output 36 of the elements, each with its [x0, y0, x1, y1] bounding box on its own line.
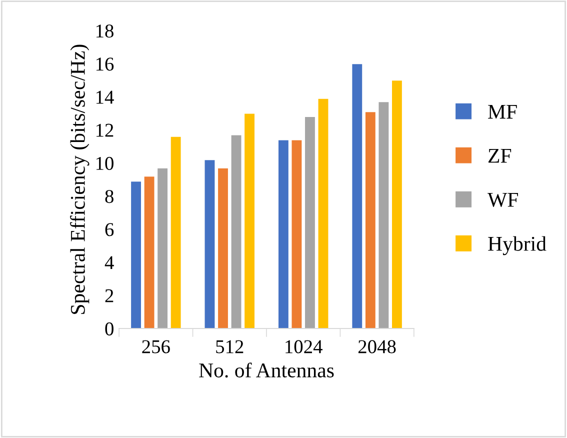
legend-label: MF — [488, 104, 517, 119]
y-tick-label: 16 — [96, 58, 114, 71]
bar — [217, 168, 229, 328]
bar — [204, 159, 216, 328]
bar — [230, 134, 242, 328]
legend-label: WF — [488, 192, 518, 207]
y-tick-label: 6 — [105, 223, 114, 236]
y-tick-label: 4 — [104, 256, 114, 270]
bar — [304, 116, 316, 328]
bar — [351, 63, 363, 328]
x-tick-label: 1024 — [286, 340, 322, 354]
bar — [391, 80, 403, 328]
bar — [156, 168, 168, 328]
y-axis-title: Spectral Efficiency (bits/sec/Hz) — [70, 44, 90, 314]
x-tick-label: 512 — [216, 340, 244, 354]
y-tick-label: 14 — [96, 90, 114, 104]
bar — [291, 140, 302, 328]
x-tick-label: 256 — [142, 340, 170, 354]
y-tick-label: 12 — [96, 124, 114, 137]
legend-label: ZF — [488, 148, 512, 163]
x-tick-label: 2048 — [358, 340, 396, 354]
bar — [278, 140, 290, 328]
bar — [364, 111, 376, 328]
bar — [130, 180, 142, 328]
bar — [144, 176, 155, 328]
bar — [318, 98, 329, 328]
y-tick-label: 2 — [105, 289, 114, 302]
y-tick-label: 18 — [96, 24, 114, 38]
y-tick-label: 8 — [105, 190, 114, 204]
x-axis-title: No. of Antennas — [199, 362, 334, 378]
bar — [244, 113, 256, 328]
legend-label: Hybrid — [488, 236, 546, 256]
bar — [378, 101, 390, 328]
bar — [170, 136, 182, 328]
y-tick-label: 0 — [105, 322, 114, 336]
y-tick-label: 10 — [96, 156, 114, 170]
